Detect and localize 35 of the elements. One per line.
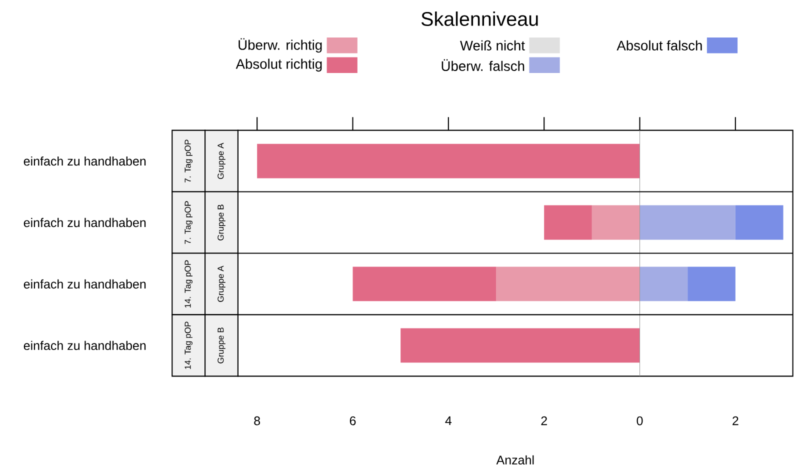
y-tick-label: einfach zu handhaben: [24, 340, 146, 350]
bar: [592, 205, 640, 240]
x-tick-label: 8: [254, 416, 260, 426]
bar: [735, 205, 784, 240]
x-tick-label: 6: [350, 416, 356, 426]
text: 14. Tag pOP: [184, 322, 192, 370]
bar: [257, 144, 640, 178]
bar: [400, 328, 640, 363]
bar: [640, 266, 688, 302]
text: 7. Tag pOP: [184, 140, 192, 182]
bar: [496, 266, 640, 302]
text: 14. Tag pOP: [184, 260, 192, 308]
x-tick-label: 4: [445, 416, 452, 426]
text: Gruppe B: [218, 204, 226, 240]
text: Gruppe A: [218, 266, 226, 302]
legend-label: Absolut richtig: [236, 58, 322, 72]
legend-label: Überw. richtig: [238, 38, 322, 53]
x-axis-title: Anzahl: [496, 455, 534, 465]
y-tick-label: einfach zu handhaben: [24, 156, 146, 166]
bar: [352, 266, 496, 302]
x-tick-label: 2: [732, 416, 738, 426]
bar: [544, 205, 592, 240]
text: Gruppe A: [218, 142, 226, 179]
y-tick-label: einfach zu handhaben: [24, 218, 146, 228]
legend-label: Absolut falsch: [616, 40, 702, 51]
y-tick-label: einfach zu handhaben: [24, 279, 146, 289]
text: 7. Tag pOP: [184, 201, 192, 244]
bar: [688, 266, 736, 302]
legend-title: Skalenniveau: [421, 12, 538, 26]
legend-label: Weiß nicht: [460, 40, 525, 51]
legend-label: Überw. falsch: [442, 59, 524, 72]
text: Gruppe B: [218, 328, 226, 364]
bar: [640, 205, 736, 240]
x-tick-label: 2: [541, 416, 547, 426]
x-tick-label: 0: [636, 416, 643, 426]
